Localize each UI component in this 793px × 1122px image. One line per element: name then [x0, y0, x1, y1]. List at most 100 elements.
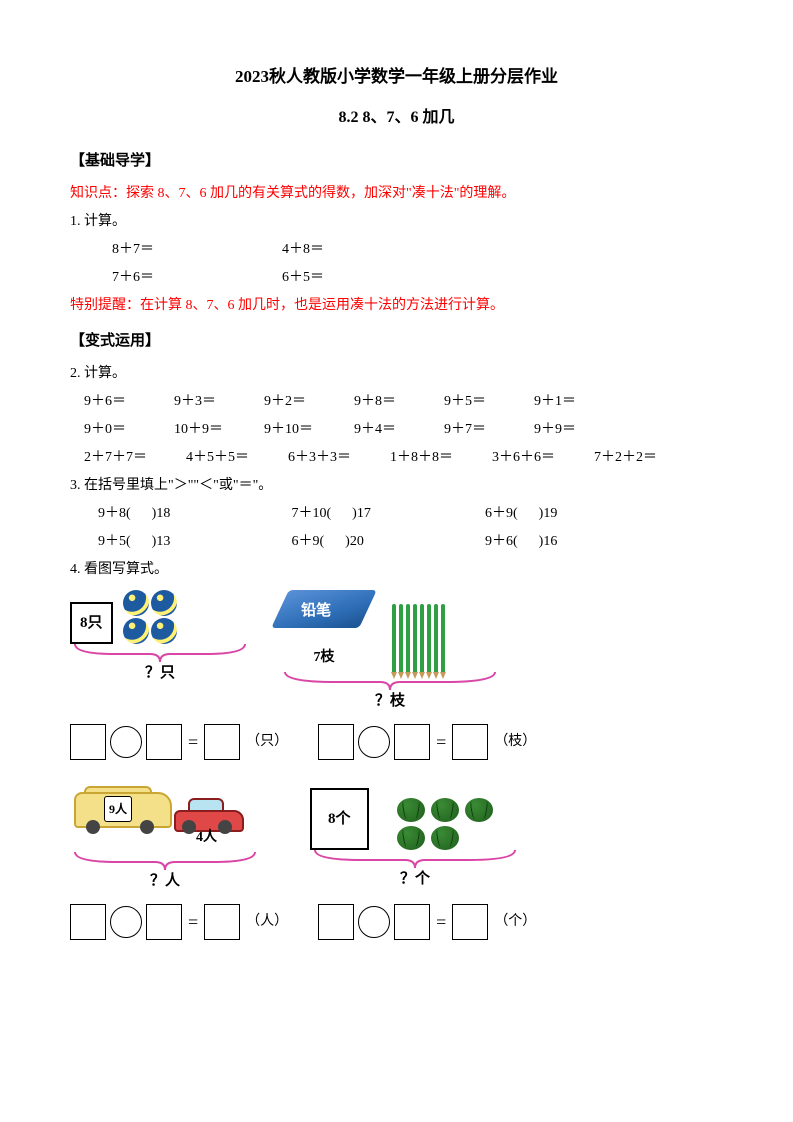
- unit-label: （枝）: [494, 728, 536, 756]
- operator-circle[interactable]: [110, 726, 142, 758]
- answer-box[interactable]: [204, 724, 240, 760]
- q3-item: 7＋10(: [292, 506, 332, 521]
- ball-count-box: 8只: [70, 602, 113, 644]
- worksheet-page: 2023秋人教版小学数学一年级上册分层作业 8.2 8、7、6 加几 【基础导学…: [0, 0, 793, 970]
- operator-circle[interactable]: [110, 906, 142, 938]
- q2-item: 9＋4＝: [354, 416, 434, 444]
- brace-label: ？枝: [280, 686, 500, 716]
- fig-melons: 8个: [310, 788, 520, 850]
- answer-box[interactable]: [70, 904, 106, 940]
- answer-box[interactable]: [318, 904, 354, 940]
- q2-item: 9＋0＝: [84, 416, 164, 444]
- unit-label: （人）: [246, 908, 288, 936]
- q1-item: 8＋7＝: [112, 236, 272, 264]
- pencil-box-label: 铅笔: [301, 596, 331, 626]
- page-title: 2023秋人教版小学数学一年级上册分层作业: [70, 60, 723, 94]
- answer-box[interactable]: [146, 724, 182, 760]
- q2-item: 9＋1＝: [534, 388, 614, 416]
- q3-item: 6＋9(: [292, 534, 325, 549]
- answer-box[interactable]: [318, 724, 354, 760]
- pencil-count: 7枝: [314, 644, 335, 672]
- brace-label: ？只: [70, 658, 250, 688]
- eq-pair-1: = （只） = （枝）: [70, 718, 723, 770]
- equals-sign: =: [434, 724, 448, 760]
- brace-icon: [70, 850, 260, 870]
- melons-icon: [397, 798, 493, 850]
- q2-item: 4＋5＋5＝: [186, 444, 278, 472]
- brace-label: ？人: [70, 866, 260, 896]
- knowledge-point: 知识点：探索 8、7、6 加几的有关算式的得数，加深对"凑十法"的理解。: [70, 180, 723, 208]
- fig-pencils: 铅笔 7枝: [280, 590, 500, 672]
- q3-item: )17: [352, 506, 371, 521]
- q3-row1: 9＋8( )18 7＋10( )17 6＋9( )19: [70, 500, 723, 528]
- q2-item: 3＋6＋6＝: [492, 444, 584, 472]
- q2-item: 9＋6＝: [84, 388, 164, 416]
- q2-grid: 9＋6＝ 9＋3＝ 9＋2＝ 9＋8＝ 9＋5＝ 9＋1＝ 9＋0＝ 10＋9＝…: [70, 388, 723, 472]
- eq-pair-2: = （人） = （个）: [70, 898, 723, 950]
- q3-item: 9＋8(: [98, 506, 131, 521]
- answer-box[interactable]: [394, 724, 430, 760]
- brace-icon: [70, 642, 250, 662]
- q2-item: 1＋8＋8＝: [390, 444, 482, 472]
- melon-count-box: 8个: [310, 788, 369, 850]
- operator-circle[interactable]: [358, 906, 390, 938]
- q4-label: 4. 看图写算式。: [70, 556, 723, 584]
- q3-item: )13: [152, 534, 171, 549]
- operator-circle[interactable]: [358, 726, 390, 758]
- equation-row: = （只）: [70, 724, 288, 760]
- q1-item: 7＋6＝: [112, 264, 272, 292]
- equals-sign: =: [186, 724, 200, 760]
- bus-icon: 9人: [74, 788, 168, 834]
- q1-rows: 8＋7＝ 4＋8＝ 7＋6＝ 6＋5＝: [70, 236, 723, 292]
- q2-item: 9＋3＝: [174, 388, 254, 416]
- q3-item: )20: [345, 534, 364, 549]
- q2-item: 7＋2＋2＝: [594, 444, 686, 472]
- q2-item: 10＋9＝: [174, 416, 254, 444]
- bus-count: 9人: [104, 796, 132, 822]
- brace-icon: [280, 670, 500, 690]
- answer-box[interactable]: [70, 724, 106, 760]
- q3-item: 6＋9(: [485, 506, 518, 521]
- pencil-box-icon: 铅笔: [271, 590, 377, 628]
- equation-row: = （枝）: [318, 724, 536, 760]
- q4-figrow-2: 9人 4人 ？人 8个: [70, 788, 723, 896]
- section-basic: 【基础导学】: [70, 146, 723, 176]
- q2-item: 9＋8＝: [354, 388, 434, 416]
- q1-label: 1. 计算。: [70, 208, 723, 236]
- q3-item: )16: [539, 534, 558, 549]
- equals-sign: =: [434, 904, 448, 940]
- balls-icon: [123, 590, 177, 644]
- answer-box[interactable]: [452, 904, 488, 940]
- pencils-icon: [392, 604, 445, 672]
- q3-item: )18: [152, 506, 171, 521]
- q1-item: 6＋5＝: [282, 264, 362, 292]
- q3-item: )19: [539, 506, 558, 521]
- q3-item: 9＋5(: [98, 534, 131, 549]
- answer-box[interactable]: [204, 904, 240, 940]
- section-variant: 【变式运用】: [70, 326, 723, 356]
- q3-item: 9＋6(: [485, 534, 518, 549]
- unit-label: （只）: [246, 728, 288, 756]
- answer-box[interactable]: [394, 904, 430, 940]
- brace-label: ？个: [310, 864, 520, 894]
- special-reminder: 特别提醒：在计算 8、7、6 加几时，也是运用凑十法的方法进行计算。: [70, 292, 723, 320]
- equals-sign: =: [186, 904, 200, 940]
- q1-item: 4＋8＝: [282, 236, 362, 264]
- q3-row2: 9＋5( )13 6＋9( )20 9＋6( )16: [70, 528, 723, 556]
- q4-figrow-1: 8只 ？只 铅笔 7枝: [70, 590, 723, 716]
- q2-item: 9＋2＝: [264, 388, 344, 416]
- fig-vehicles: 9人 4人: [70, 788, 260, 834]
- answer-box[interactable]: [452, 724, 488, 760]
- fig-balls: 8只: [70, 590, 250, 644]
- car-count: 4人: [196, 824, 217, 852]
- q2-item: 2＋7＋7＝: [84, 444, 176, 472]
- q2-item: 9＋10＝: [264, 416, 344, 444]
- page-subtitle: 8.2 8、7、6 加几: [70, 102, 723, 134]
- equation-row: = （人）: [70, 904, 288, 940]
- equation-row: = （个）: [318, 904, 536, 940]
- answer-box[interactable]: [146, 904, 182, 940]
- q2-label: 2. 计算。: [70, 360, 723, 388]
- q2-item: 9＋9＝: [534, 416, 614, 444]
- q2-item: 9＋5＝: [444, 388, 524, 416]
- unit-label: （个）: [494, 908, 536, 936]
